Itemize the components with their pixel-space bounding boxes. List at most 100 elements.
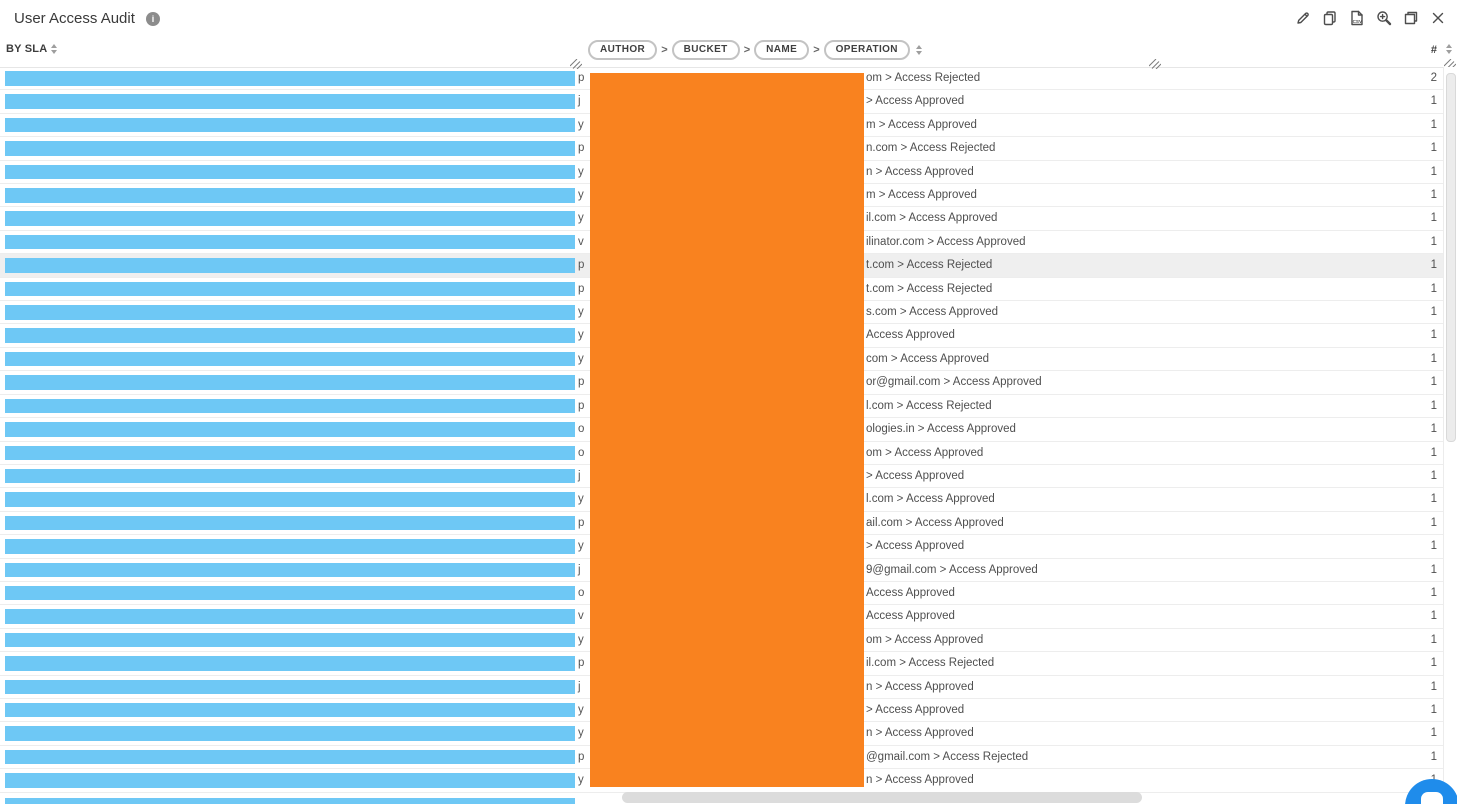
row-count: 1 [1430,703,1437,716]
row-lead-fragment: j [578,469,581,482]
row-lead-fragment: p [578,750,585,763]
row-path-text: t.com > Access Rejected [866,282,993,295]
redacted-sla-bar [5,422,575,437]
table-row[interactable]: y il.com > Access Approved 1 [0,207,1457,230]
info-circle-icon[interactable]: i [146,12,160,26]
row-lead-fragment: y [578,165,584,178]
svg-text:CSV: CSV [1353,19,1363,24]
table-row[interactable]: p om > Access Rejected 2 [0,67,1457,90]
row-path-text: n.com > Access Rejected [866,142,996,155]
breadcrumb-pill-name[interactable]: NAME [754,40,810,60]
table-row[interactable]: v ilinator.com > Access Approved 1 [0,231,1457,254]
redacted-sla-bar [5,773,575,788]
row-path-text: t.com > Access Rejected [866,259,993,272]
table-row[interactable]: o Access Approved 1 [0,582,1457,605]
table-row[interactable]: j n > Access Approved 1 [0,676,1457,699]
export-csv-button[interactable]: CSV [1348,10,1366,29]
horizontal-scrollbar-thumb[interactable] [622,792,1142,803]
table-row[interactable]: y Access Approved 1 [0,324,1457,347]
row-lead-fragment: o [578,586,585,599]
copy-button[interactable] [1321,10,1339,31]
row-count: 1 [1430,399,1437,412]
row-count: 1 [1430,282,1437,295]
column-resize-handle[interactable] [1148,56,1162,70]
table-row[interactable]: p n.com > Access Rejected 1 [0,137,1457,160]
row-count: 1 [1430,165,1437,178]
close-button[interactable] [1429,11,1447,29]
row-lead-fragment: p [578,282,585,295]
redaction-overlay [590,73,864,787]
table-row[interactable]: o ologies.in > Access Approved 1 [0,418,1457,441]
table-row[interactable]: y s.com > Access Approved 1 [0,301,1457,324]
redacted-sla-bar [5,375,575,390]
redacted-sla-bar [5,679,575,695]
count-column-header[interactable]: # [1430,44,1437,56]
table-row[interactable]: o om > Access Approved 1 [0,442,1457,465]
row-lead-fragment: y [578,352,584,365]
row-lead-fragment: y [578,703,584,716]
column-header-by-sla[interactable]: BY SLA [6,43,58,55]
row-lead-fragment: p [578,142,585,155]
breadcrumb: AUTHOR > BUCKET > NAME > OPERATION [588,40,910,60]
table-row[interactable]: y om > Access Approved 1 [0,629,1457,652]
table-row[interactable]: y m > Access Approved 1 [0,114,1457,137]
sort-carets-breadcrumb[interactable] [915,45,922,55]
sort-carets-count[interactable] [1446,44,1452,54]
maximize-button[interactable] [1402,11,1420,29]
row-count: 1 [1430,376,1437,389]
table-row[interactable]: j > Access Approved 1 [0,465,1457,488]
breadcrumb-separator: > [813,44,820,56]
zoom-in-button[interactable] [1375,10,1393,31]
table-row[interactable]: y > Access Approved 1 [0,699,1457,722]
row-count: 1 [1430,329,1437,342]
row-count: 1 [1430,750,1437,763]
row-path-text: il.com > Access Approved [866,212,998,225]
table-row[interactable]: p ail.com > Access Approved 1 [0,512,1457,535]
breadcrumb-pill-bucket[interactable]: BUCKET [671,40,740,60]
row-path-text: n > Access Approved [866,727,974,740]
column-resize-handle[interactable] [569,56,583,70]
table-row[interactable]: y m > Access Approved 1 [0,184,1457,207]
redacted-sla-bar [5,749,575,765]
row-path-text: Access Approved [866,329,955,342]
row-path-text: m > Access Approved [866,189,977,202]
table-row-partial[interactable] [0,793,1457,804]
breadcrumb-pill-author[interactable]: AUTHOR [588,40,658,60]
row-path-text: l.com > Access Rejected [866,399,992,412]
row-count: 1 [1430,142,1437,155]
table-row[interactable]: p l.com > Access Rejected 1 [0,395,1457,418]
redacted-sla-bar [5,609,575,624]
row-path-text: om > Access Approved [866,633,984,646]
row-count: 1 [1430,633,1437,646]
table-row[interactable]: y com > Access Approved 1 [0,348,1457,371]
magnifier-plus-icon [1376,10,1392,31]
table-row[interactable]: j > Access Approved 1 [0,90,1457,113]
column-resize-handle[interactable] [1443,56,1457,70]
vertical-scrollbar-track[interactable] [1443,67,1457,804]
edit-button[interactable] [1294,11,1312,29]
table-row[interactable]: y n > Access Approved 1 [0,722,1457,745]
row-path-text: com > Access Approved [866,352,990,365]
table-row[interactable]: p or@gmail.com > Access Approved 1 [0,371,1457,394]
redacted-sla-bar [5,94,575,109]
row-count: 1 [1430,516,1437,529]
table-row[interactable]: y n > Access Approved 1 [0,161,1457,184]
table-row[interactable]: v Access Approved 1 [0,605,1457,628]
table-row[interactable]: p t.com > Access Rejected 1 [0,278,1457,301]
table-row[interactable]: y l.com > Access Approved 1 [0,488,1457,511]
table-row[interactable]: p @gmail.com > Access Rejected 1 [0,746,1457,769]
row-lead-fragment: y [578,329,584,342]
vertical-scrollbar-thumb[interactable] [1446,73,1456,442]
sort-carets-by-sla[interactable] [51,44,58,54]
row-count: 1 [1430,680,1437,693]
redacted-sla-bar [5,71,575,86]
table-row[interactable]: p il.com > Access Rejected 1 [0,652,1457,675]
copy-icon [1322,10,1338,31]
table-row[interactable]: j 9@gmail.com > Access Approved 1 [0,559,1457,582]
table-row[interactable]: y > Access Approved 1 [0,535,1457,558]
redacted-sla-bar [5,211,575,226]
row-lead-fragment: v [578,235,584,248]
redacted-sla-bar [5,398,575,414]
redacted-sla-bar [5,515,575,531]
breadcrumb-pill-operation[interactable]: OPERATION [823,40,910,60]
